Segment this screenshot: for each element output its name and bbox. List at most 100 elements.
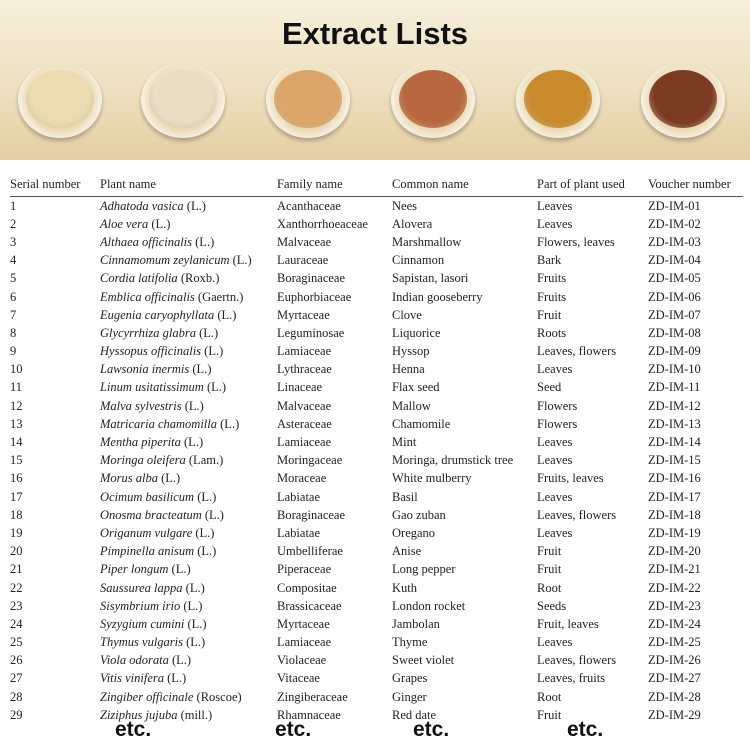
serial-number: 29 (10, 707, 23, 722)
table-row: 27 Vitis vinifera (L.) Vitaceae Grapes L… (10, 670, 743, 688)
family-name: Malvaceae (277, 398, 332, 413)
serial-number: 9 (10, 344, 17, 359)
species-name: Pimpinella anisum (100, 544, 195, 559)
species-name: Viola odorata (100, 653, 169, 668)
authority: (Roscoe) (193, 689, 242, 704)
table-row: 7 Eugenia caryophyllata (L.) Myrtaceae C… (10, 306, 743, 324)
species-name: Hyssopus officinalis (100, 344, 202, 359)
authority: (Roxb.) (177, 271, 220, 286)
common-name: Long pepper (392, 562, 456, 577)
plant-name: Ziziphus jujuba (mill.) (100, 706, 277, 724)
common-name: Hyssop (392, 344, 430, 359)
serial-number: 10 (10, 362, 23, 377)
authority: (L.) (164, 671, 187, 686)
page-title: Extract Lists (281, 16, 469, 51)
voucher-number: ZD-IM-24 (648, 616, 701, 631)
authority: (L.) (168, 562, 191, 577)
family-name: Moringaceae (277, 453, 343, 468)
serial-number: 24 (10, 616, 23, 631)
authority: (L.) (194, 489, 217, 504)
voucher-number: ZD-IM-08 (648, 325, 701, 340)
species-name: Eugenia caryophyllata (100, 307, 215, 322)
plant-name: Moringa oleifera (Lam.) (100, 452, 277, 470)
family-name: Piperaceae (277, 562, 332, 577)
plant-name: Althaea officinalis (L.) (100, 233, 277, 251)
plant-name: Aloe vera (L.) (100, 215, 277, 233)
common-name: Gao zuban (392, 507, 446, 522)
family-name: Vitaceae (277, 671, 320, 686)
serial-number: 22 (10, 580, 23, 595)
header-common-name: Common name (392, 176, 537, 197)
family-name: Lauraceae (277, 253, 329, 268)
serial-number: 23 (10, 598, 23, 613)
powder-bowl-image (141, 62, 225, 138)
voucher-number: ZD-IM-27 (648, 671, 701, 686)
common-name: Indian gooseberry (392, 289, 483, 304)
part-used: Root (537, 689, 562, 704)
family-name: Boraginaceae (277, 271, 346, 286)
voucher-number: ZD-IM-20 (648, 544, 701, 559)
family-name: Violaceae (277, 653, 327, 668)
voucher-number: ZD-IM-17 (648, 489, 701, 504)
plant-name: Adhatoda vasica (L.) (100, 197, 277, 216)
voucher-number: ZD-IM-15 (648, 453, 701, 468)
serial-number: 15 (10, 453, 23, 468)
common-name: Chamomile (392, 416, 451, 431)
serial-number: 20 (10, 544, 23, 559)
table-header-row: Serial number Plant name Family name Com… (10, 176, 743, 197)
etc-label: etc. (115, 718, 152, 741)
common-name: Grapes (392, 671, 428, 686)
plant-name: Morus alba (L.) (100, 470, 277, 488)
common-name: Basil (392, 489, 418, 504)
family-name: Brassicaceae (277, 598, 342, 613)
powder-bowl-image (391, 62, 475, 138)
voucher-number: ZD-IM-12 (648, 398, 701, 413)
table-row: 22 Saussurea lappa (L.) Compositae Kuth … (10, 579, 743, 597)
voucher-number: ZD-IM-14 (648, 435, 701, 450)
family-name: Zingiberaceae (277, 689, 348, 704)
table-row: 20 Pimpinella anisum (L.) Umbelliferae A… (10, 543, 743, 561)
plant-name: Thymus vulgaris (L.) (100, 634, 277, 652)
authority: (mill.) (177, 707, 213, 722)
plant-name: Lawsonia inermis (L.) (100, 361, 277, 379)
part-used: Leaves, flowers (537, 653, 617, 668)
plant-name: Cordia latifolia (Roxb.) (100, 270, 277, 288)
plant-name: Viola odorata (L.) (100, 652, 277, 670)
common-name: Nees (392, 198, 417, 213)
part-used: Fruit, leaves (537, 616, 599, 631)
table-row: 26 Viola odorata (L.) Violaceae Sweet vi… (10, 652, 743, 670)
powder (399, 70, 467, 128)
part-used: Flowers (537, 398, 578, 413)
table-row: 25 Thymus vulgaris (L.) Lamiaceae Thyme … (10, 634, 743, 652)
table-row: 11 Linum usitatissimum (L.) Linaceae Fla… (10, 379, 743, 397)
table-row: 14 Mentha piperita (L.) Lamiaceae Mint L… (10, 433, 743, 451)
table-row: 1 Adhatoda vasica (L.) Acanthaceae Nees … (10, 197, 743, 216)
voucher-number: ZD-IM-21 (648, 562, 701, 577)
common-name: Cinnamon (392, 253, 445, 268)
family-name: Compositae (277, 580, 337, 595)
table-row: 23 Sisymbrium irio (L.) Brassicaceae Lon… (10, 597, 743, 615)
table-row: 16 Morus alba (L.) Moraceae White mulber… (10, 470, 743, 488)
family-name: Xanthorrhoeaceae (277, 216, 368, 231)
common-name: Sweet violet (392, 653, 455, 668)
part-used: Fruit (537, 562, 562, 577)
plant-name: Pimpinella anisum (L.) (100, 543, 277, 561)
authority: (L.) (201, 344, 224, 359)
serial-number: 28 (10, 689, 23, 704)
part-used: Fruit (537, 707, 562, 722)
common-name: Kuth (392, 580, 417, 595)
species-name: Moringa oleifera (100, 453, 186, 468)
powder (149, 70, 217, 128)
part-used: Fruits (537, 271, 567, 286)
etc-label: etc. (275, 718, 312, 741)
species-name: Althaea officinalis (100, 234, 193, 249)
serial-number: 13 (10, 416, 23, 431)
species-name: Ocimum basilicum (100, 489, 195, 504)
part-used: Flowers, leaves (537, 234, 615, 249)
species-name: Aloe vera (100, 216, 149, 231)
authority: (L.) (192, 234, 215, 249)
family-name: Lamiaceae (277, 635, 332, 650)
authority: (L.) (183, 198, 206, 213)
authority: (L.) (158, 471, 181, 486)
species-name: Lawsonia inermis (100, 362, 190, 377)
